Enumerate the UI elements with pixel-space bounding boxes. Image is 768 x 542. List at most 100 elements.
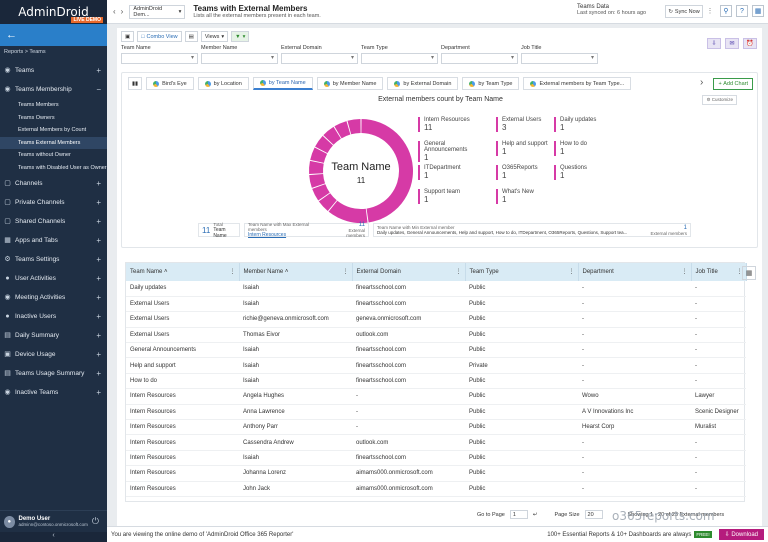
- sidebar-item-private-channels[interactable]: ▢ Private Channels +: [0, 193, 107, 212]
- donut-slice-how-to-do[interactable]: [309, 160, 324, 175]
- filter-dropdown[interactable]: ▾: [281, 53, 358, 64]
- document-button[interactable]: ▣: [121, 31, 135, 42]
- column-header-external-domain[interactable]: External Domain ⋮: [352, 263, 466, 281]
- column-menu-icon[interactable]: ⋮: [342, 269, 349, 275]
- sidebar-item-teams-usage-summary[interactable]: ▤ Teams Usage Summary +: [0, 364, 107, 383]
- chart-tab-by-team-name[interactable]: by Team Name: [252, 77, 313, 90]
- filter-dropdown[interactable]: ▾: [361, 53, 438, 64]
- table-row[interactable]: External Users richie@geneva.onmicrosoft.…: [126, 311, 746, 328]
- table-row[interactable]: Intern Resources Anna Lawrence - Public A V …: [126, 404, 746, 421]
- back-button[interactable]: ←: [0, 24, 107, 46]
- sidebar-item-meeting-activities[interactable]: ◉ Meeting Activities +: [0, 288, 107, 307]
- add-chart-button[interactable]: + Add Chart: [713, 78, 753, 90]
- sidebar-subitem-teams-with-disabled-user-as-owner[interactable]: Teams with Disabled User as Owner: [18, 164, 107, 171]
- sidebar-item-apps-and-tabs[interactable]: ▦ Apps and Tabs +: [0, 231, 107, 250]
- chart-tab-by-team-type[interactable]: by Team Type: [462, 77, 520, 90]
- table-row[interactable]: External Users Thomas Eivor outlook.com Pub…: [126, 327, 746, 344]
- column-header-team-type[interactable]: Team Type ⋮: [465, 263, 579, 281]
- mail-icon[interactable]: ✉: [725, 38, 739, 49]
- column-header-department[interactable]: Department ⋮: [578, 263, 692, 281]
- table-row[interactable]: Intern Resources Anthony Parr - Public Hears…: [126, 419, 746, 436]
- filter-button[interactable]: ▼ ▾: [231, 31, 250, 42]
- sidebar-item-teams-membership[interactable]: ◉ Teams Membership −: [0, 80, 107, 99]
- legend-entry[interactable]: Daily updates 1: [554, 117, 624, 132]
- legend-entry[interactable]: O365Reports 1: [496, 165, 566, 180]
- donut-slice-itdepartment[interactable]: [310, 147, 328, 163]
- legend-entry[interactable]: Intern Resources 11: [418, 117, 488, 132]
- sidebar-item-user-activities[interactable]: ● User Activities +: [0, 269, 107, 288]
- donut-slice-what-s-new[interactable]: [347, 119, 361, 135]
- table-row[interactable]: External Users Isaiah fineartsschool.com Pu…: [126, 296, 746, 313]
- chart-type-button[interactable]: ▮▮: [128, 77, 143, 90]
- donut-slice-support-team[interactable]: [334, 121, 351, 139]
- sidebar-item-daily-summary[interactable]: ▤ Daily Summary +: [0, 326, 107, 345]
- donut-slice-daily-updates[interactable]: [318, 193, 337, 212]
- search-icon[interactable]: ⚲: [720, 5, 732, 17]
- column-menu-icon[interactable]: ⋮: [736, 269, 743, 275]
- column-chooser-button[interactable]: ▦: [742, 266, 756, 280]
- donut-slice-questions[interactable]: [323, 126, 341, 145]
- column-menu-icon[interactable]: ⋮: [455, 269, 462, 275]
- download-icon[interactable]: ⇩: [707, 38, 721, 49]
- filter-dropdown[interactable]: ▾: [201, 53, 278, 64]
- table-view-button[interactable]: ▤: [184, 31, 198, 42]
- legend-entry[interactable]: How to do 1: [554, 141, 624, 156]
- sidebar-subitem-teams-owners[interactable]: Teams Owners: [18, 114, 55, 121]
- schedule-icon[interactable]: ⏰: [743, 38, 757, 49]
- chart-tab-bird-s-eye[interactable]: Bird's Eye: [146, 77, 194, 90]
- sidebar-subitem-external-members-by-count[interactable]: External Members by Count: [18, 127, 87, 133]
- page-size-input[interactable]: 20: [584, 510, 603, 519]
- sidebar-item-inactive-teams[interactable]: ◉ Inactive Teams +: [0, 383, 107, 402]
- collapse-sidebar-button[interactable]: ‹: [0, 532, 107, 542]
- table-row[interactable]: Intern Resources Cassendra Andrew outlook.…: [126, 434, 746, 451]
- table-row[interactable]: Intern Resources Angela Hughes - Public Wowo…: [126, 388, 746, 405]
- sidebar-item-inactive-users[interactable]: ● Inactive Users +: [0, 307, 107, 326]
- sidebar-item-teams[interactable]: ◉ Teams +: [0, 61, 107, 80]
- donut-slice-help-and-support[interactable]: [309, 173, 326, 188]
- donut-slice-o365reports[interactable]: [315, 135, 333, 154]
- column-menu-icon[interactable]: ⋮: [229, 269, 236, 275]
- donut-slice-general-announcements[interactable]: [312, 184, 330, 201]
- sidebar-item-channels[interactable]: ▢ Channels +: [0, 174, 107, 193]
- table-row[interactable]: Intern Resources Isaiah fineartsschool.com…: [126, 450, 746, 467]
- column-header-member-name[interactable]: Member Name ˄ ⋮: [239, 263, 353, 281]
- chart-tab-by-member-name[interactable]: by Member Name: [316, 77, 384, 90]
- legend-entry[interactable]: Support team 1: [418, 189, 488, 204]
- column-header-job-title[interactable]: Job Title ⋮: [691, 263, 747, 281]
- chart-tab-by-external-domain[interactable]: by External Domain: [387, 77, 459, 90]
- filter-dropdown[interactable]: ▾: [521, 53, 598, 64]
- column-menu-icon[interactable]: ⋮: [681, 269, 688, 275]
- nav-back-icon[interactable]: ‹: [113, 7, 116, 16]
- sidebar-subitem-teams-without-owner[interactable]: Teams without Owner: [18, 152, 71, 158]
- user-panel[interactable]: ● Demo User adminn@contoso.onmicrosoft.c…: [0, 510, 107, 532]
- sidebar-subitem-teams-members[interactable]: Teams Members: [18, 102, 59, 108]
- sidebar-item-teams-settings[interactable]: ⚙ Teams Settings +: [0, 250, 107, 269]
- legend-entry[interactable]: Help and support 1: [496, 141, 566, 156]
- sidebar-item-device-usage[interactable]: ▣ Device Usage +: [0, 345, 107, 364]
- page-input[interactable]: 1: [509, 510, 528, 519]
- table-row[interactable]: Help and support Isaiah fineartsschool.com…: [126, 357, 746, 374]
- chart-tab-external-members-by-team-type[interactable]: External members by Team Type...: [523, 77, 632, 90]
- customize-button[interactable]: ⚙ Customize: [702, 95, 737, 105]
- grid-icon[interactable]: ▦: [752, 5, 764, 17]
- legend-entry[interactable]: What's New 1: [496, 189, 566, 204]
- combo-view-button[interactable]: □ Combo View: [137, 31, 182, 42]
- more-icon[interactable]: ⋮: [704, 5, 716, 17]
- views-dropdown[interactable]: Views ▾: [200, 31, 229, 42]
- tabs-next-icon[interactable]: ›: [700, 77, 704, 88]
- nav-forward-icon[interactable]: ›: [120, 7, 124, 16]
- legend-entry[interactable]: Questions 1: [554, 165, 624, 180]
- table-row[interactable]: Intern Resources Johanna Lorenz aimams000.…: [126, 465, 746, 482]
- column-header-team-name[interactable]: Team Name ˄ ⋮: [126, 263, 240, 281]
- table-row[interactable]: Intern Resources John Jack aimams000.onmic…: [126, 481, 746, 497]
- max-team-link[interactable]: Intern Resources: [248, 232, 287, 238]
- sidebar-subitem-teams-external-members[interactable]: Teams External Members: [0, 136, 107, 149]
- filter-dropdown[interactable]: ▾: [441, 53, 518, 64]
- chart-tab-by-location[interactable]: by Location: [197, 77, 249, 90]
- go-icon[interactable]: ↵: [532, 511, 538, 518]
- legend-entry[interactable]: General Announcements 1: [418, 141, 488, 162]
- table-row[interactable]: How to do Isaiah fineartsschool.com Public -…: [126, 373, 746, 390]
- report-dropdown[interactable]: AdminDroid Dem... ▾: [129, 4, 186, 19]
- sidebar-item-shared-channels[interactable]: ▢ Shared Channels +: [0, 212, 107, 231]
- column-menu-icon[interactable]: ⋮: [568, 269, 575, 275]
